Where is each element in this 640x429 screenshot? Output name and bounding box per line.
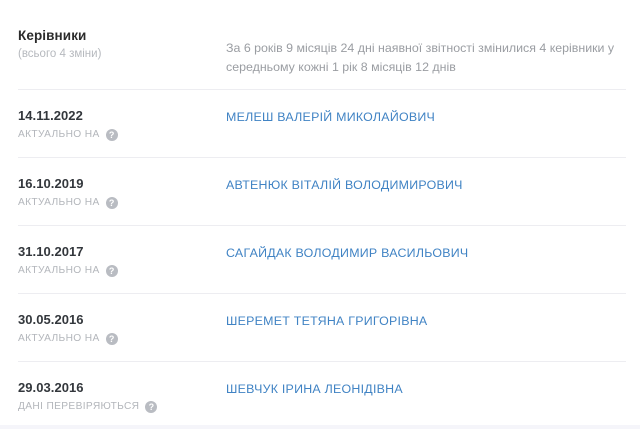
director-name-link[interactable]: САГАЙДАК ВОЛОДИМИР ВАСИЛЬОВИЧ [226, 246, 469, 260]
summary-description: За 6 років 9 місяців 24 дні наявної звіт… [226, 41, 615, 74]
record-status: АКТУАЛЬНО НА ? [18, 264, 226, 277]
director-name-link[interactable]: ШЕВЧУК ІРИНА ЛЕОНІДІВНА [226, 382, 403, 396]
panel-header-left: Керівники (всього 4 зміни) [18, 26, 226, 62]
record-status: АКТУАЛЬНО НА ? [18, 332, 226, 345]
row-name-column: ШЕРЕМЕТ ТЕТЯНА ГРИГОРІВНА [226, 311, 626, 330]
row-name-column: МЕЛЕШ ВАЛЕРІЙ МИКОЛАЙОВИЧ [226, 107, 626, 126]
row-name-column: АВТЕНЮК ВІТАЛІЙ ВОЛОДИМИРОВИЧ [226, 175, 626, 194]
status-badge: АКТУАЛЬНО НА [18, 333, 100, 344]
table-row: 16.10.2019 АКТУАЛЬНО НА ? АВТЕНЮК ВІТАЛІ… [18, 157, 626, 225]
table-row: 29.03.2016 ДАНІ ПЕРЕВІРЯЮТЬСЯ ? ШЕВЧУК І… [18, 361, 626, 429]
row-name-column: ШЕВЧУК ІРИНА ЛЕОНІДІВНА [226, 379, 626, 398]
record-date: 16.10.2019 [18, 176, 84, 191]
record-date: 31.10.2017 [18, 244, 84, 259]
row-date-column: 14.11.2022 АКТУАЛЬНО НА ? [18, 107, 226, 141]
help-icon[interactable]: ? [105, 332, 118, 345]
status-badge: АКТУАЛЬНО НА [18, 129, 100, 140]
panel-header-right: За 6 років 9 місяців 24 дні наявної звіт… [226, 26, 624, 77]
row-date-column: 30.05.2016 АКТУАЛЬНО НА ? [18, 311, 226, 345]
panel-header: Керівники (всього 4 зміни) За 6 років 9 … [0, 0, 640, 77]
director-name-link[interactable]: АВТЕНЮК ВІТАЛІЙ ВОЛОДИМИРОВИЧ [226, 178, 463, 192]
row-date-column: 16.10.2019 АКТУАЛЬНО НА ? [18, 175, 226, 209]
help-icon[interactable]: ? [145, 400, 158, 413]
record-date: 29.03.2016 [18, 380, 84, 395]
record-date: 14.11.2022 [18, 108, 83, 123]
row-date-column: 29.03.2016 ДАНІ ПЕРЕВІРЯЮТЬСЯ ? [18, 379, 226, 413]
status-badge: АКТУАЛЬНО НА [18, 265, 100, 276]
help-icon[interactable]: ? [105, 264, 118, 277]
page-title: Керівники [18, 28, 87, 43]
row-date-column: 31.10.2017 АКТУАЛЬНО НА ? [18, 243, 226, 277]
help-icon[interactable]: ? [105, 196, 118, 209]
record-date: 30.05.2016 [18, 312, 84, 327]
table-row: 30.05.2016 АКТУАЛЬНО НА ? ШЕРЕМЕТ ТЕТЯНА… [18, 293, 626, 361]
record-status: АКТУАЛЬНО НА ? [18, 128, 226, 141]
record-status: АКТУАЛЬНО НА ? [18, 196, 226, 209]
table-row: 31.10.2017 АКТУАЛЬНО НА ? САГАЙДАК ВОЛОД… [18, 225, 626, 293]
status-badge: АКТУАЛЬНО НА [18, 197, 100, 208]
status-badge: ДАНІ ПЕРЕВІРЯЮТЬСЯ [18, 401, 140, 412]
row-name-column: САГАЙДАК ВОЛОДИМИР ВАСИЛЬОВИЧ [226, 243, 626, 262]
record-status: ДАНІ ПЕРЕВІРЯЮТЬСЯ ? [18, 400, 226, 413]
directors-list: 14.11.2022 АКТУАЛЬНО НА ? МЕЛЕШ ВАЛЕРІЙ … [0, 89, 640, 429]
director-name-link[interactable]: МЕЛЕШ ВАЛЕРІЙ МИКОЛАЙОВИЧ [226, 110, 436, 124]
director-name-link[interactable]: ШЕРЕМЕТ ТЕТЯНА ГРИГОРІВНА [226, 314, 428, 328]
bottom-divider [0, 425, 640, 429]
table-row: 14.11.2022 АКТУАЛЬНО НА ? МЕЛЕШ ВАЛЕРІЙ … [18, 89, 626, 157]
changes-count-label: (всього 4 зміни) [18, 48, 102, 60]
help-icon[interactable]: ? [105, 128, 118, 141]
